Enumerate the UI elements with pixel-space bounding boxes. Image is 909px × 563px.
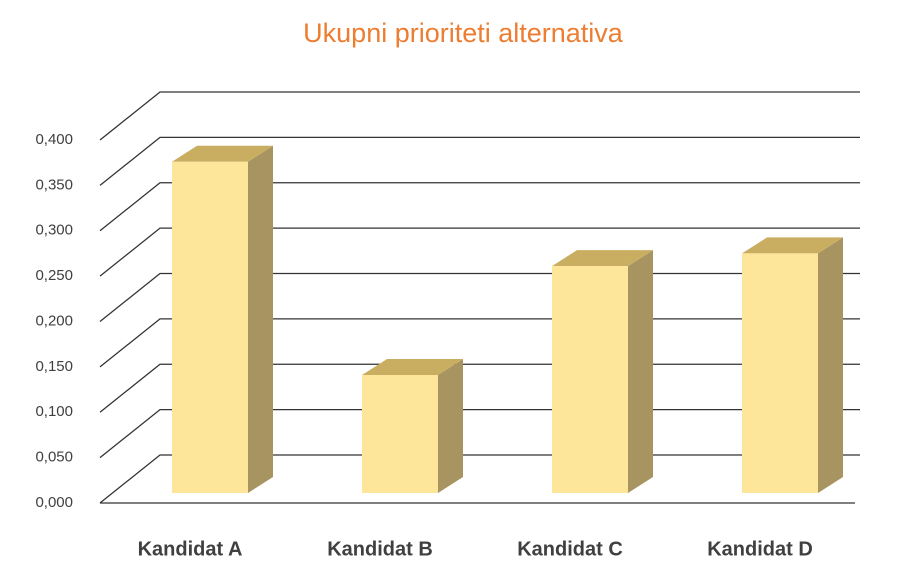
bar: [552, 250, 653, 493]
bar-side: [628, 250, 653, 493]
bar-top: [552, 250, 653, 267]
y-tick-label: 0,250: [35, 267, 73, 284]
bar-front: [362, 375, 438, 493]
y-tick-label: 0,000: [35, 494, 73, 511]
bar-top: [172, 145, 273, 162]
y-tick-label: 0,050: [35, 449, 73, 466]
grid-line: [99, 136, 860, 186]
bar-front: [552, 266, 628, 493]
grid-line: [99, 182, 860, 232]
chart-title: Ukupni prioriteti alternativa: [303, 18, 624, 48]
y-tick-label: 0,200: [35, 312, 73, 329]
y-tick-label: 0,300: [35, 222, 73, 239]
bar-front: [172, 161, 248, 493]
bar: [362, 359, 463, 493]
bar: [742, 237, 843, 493]
y-tick-label: 0,150: [35, 358, 73, 375]
grid-line: [99, 227, 860, 277]
y-tick-label: 0,400: [35, 131, 73, 148]
bar-side: [248, 145, 273, 493]
y-tick-label: 0,100: [35, 403, 73, 420]
bar: [172, 145, 273, 493]
bar-side: [438, 359, 463, 493]
x-tick-label: Kandidat C: [517, 538, 623, 560]
x-tick-label: Kandidat B: [327, 538, 433, 560]
bar-side: [818, 237, 843, 493]
grid-line: [99, 91, 860, 141]
bar-front: [742, 253, 818, 493]
bar-top: [362, 359, 463, 376]
x-tick-label: Kandidat D: [707, 538, 813, 560]
bar-top: [742, 237, 843, 254]
x-tick-label: Kandidat A: [138, 538, 243, 560]
y-tick-label: 0,350: [35, 176, 73, 193]
